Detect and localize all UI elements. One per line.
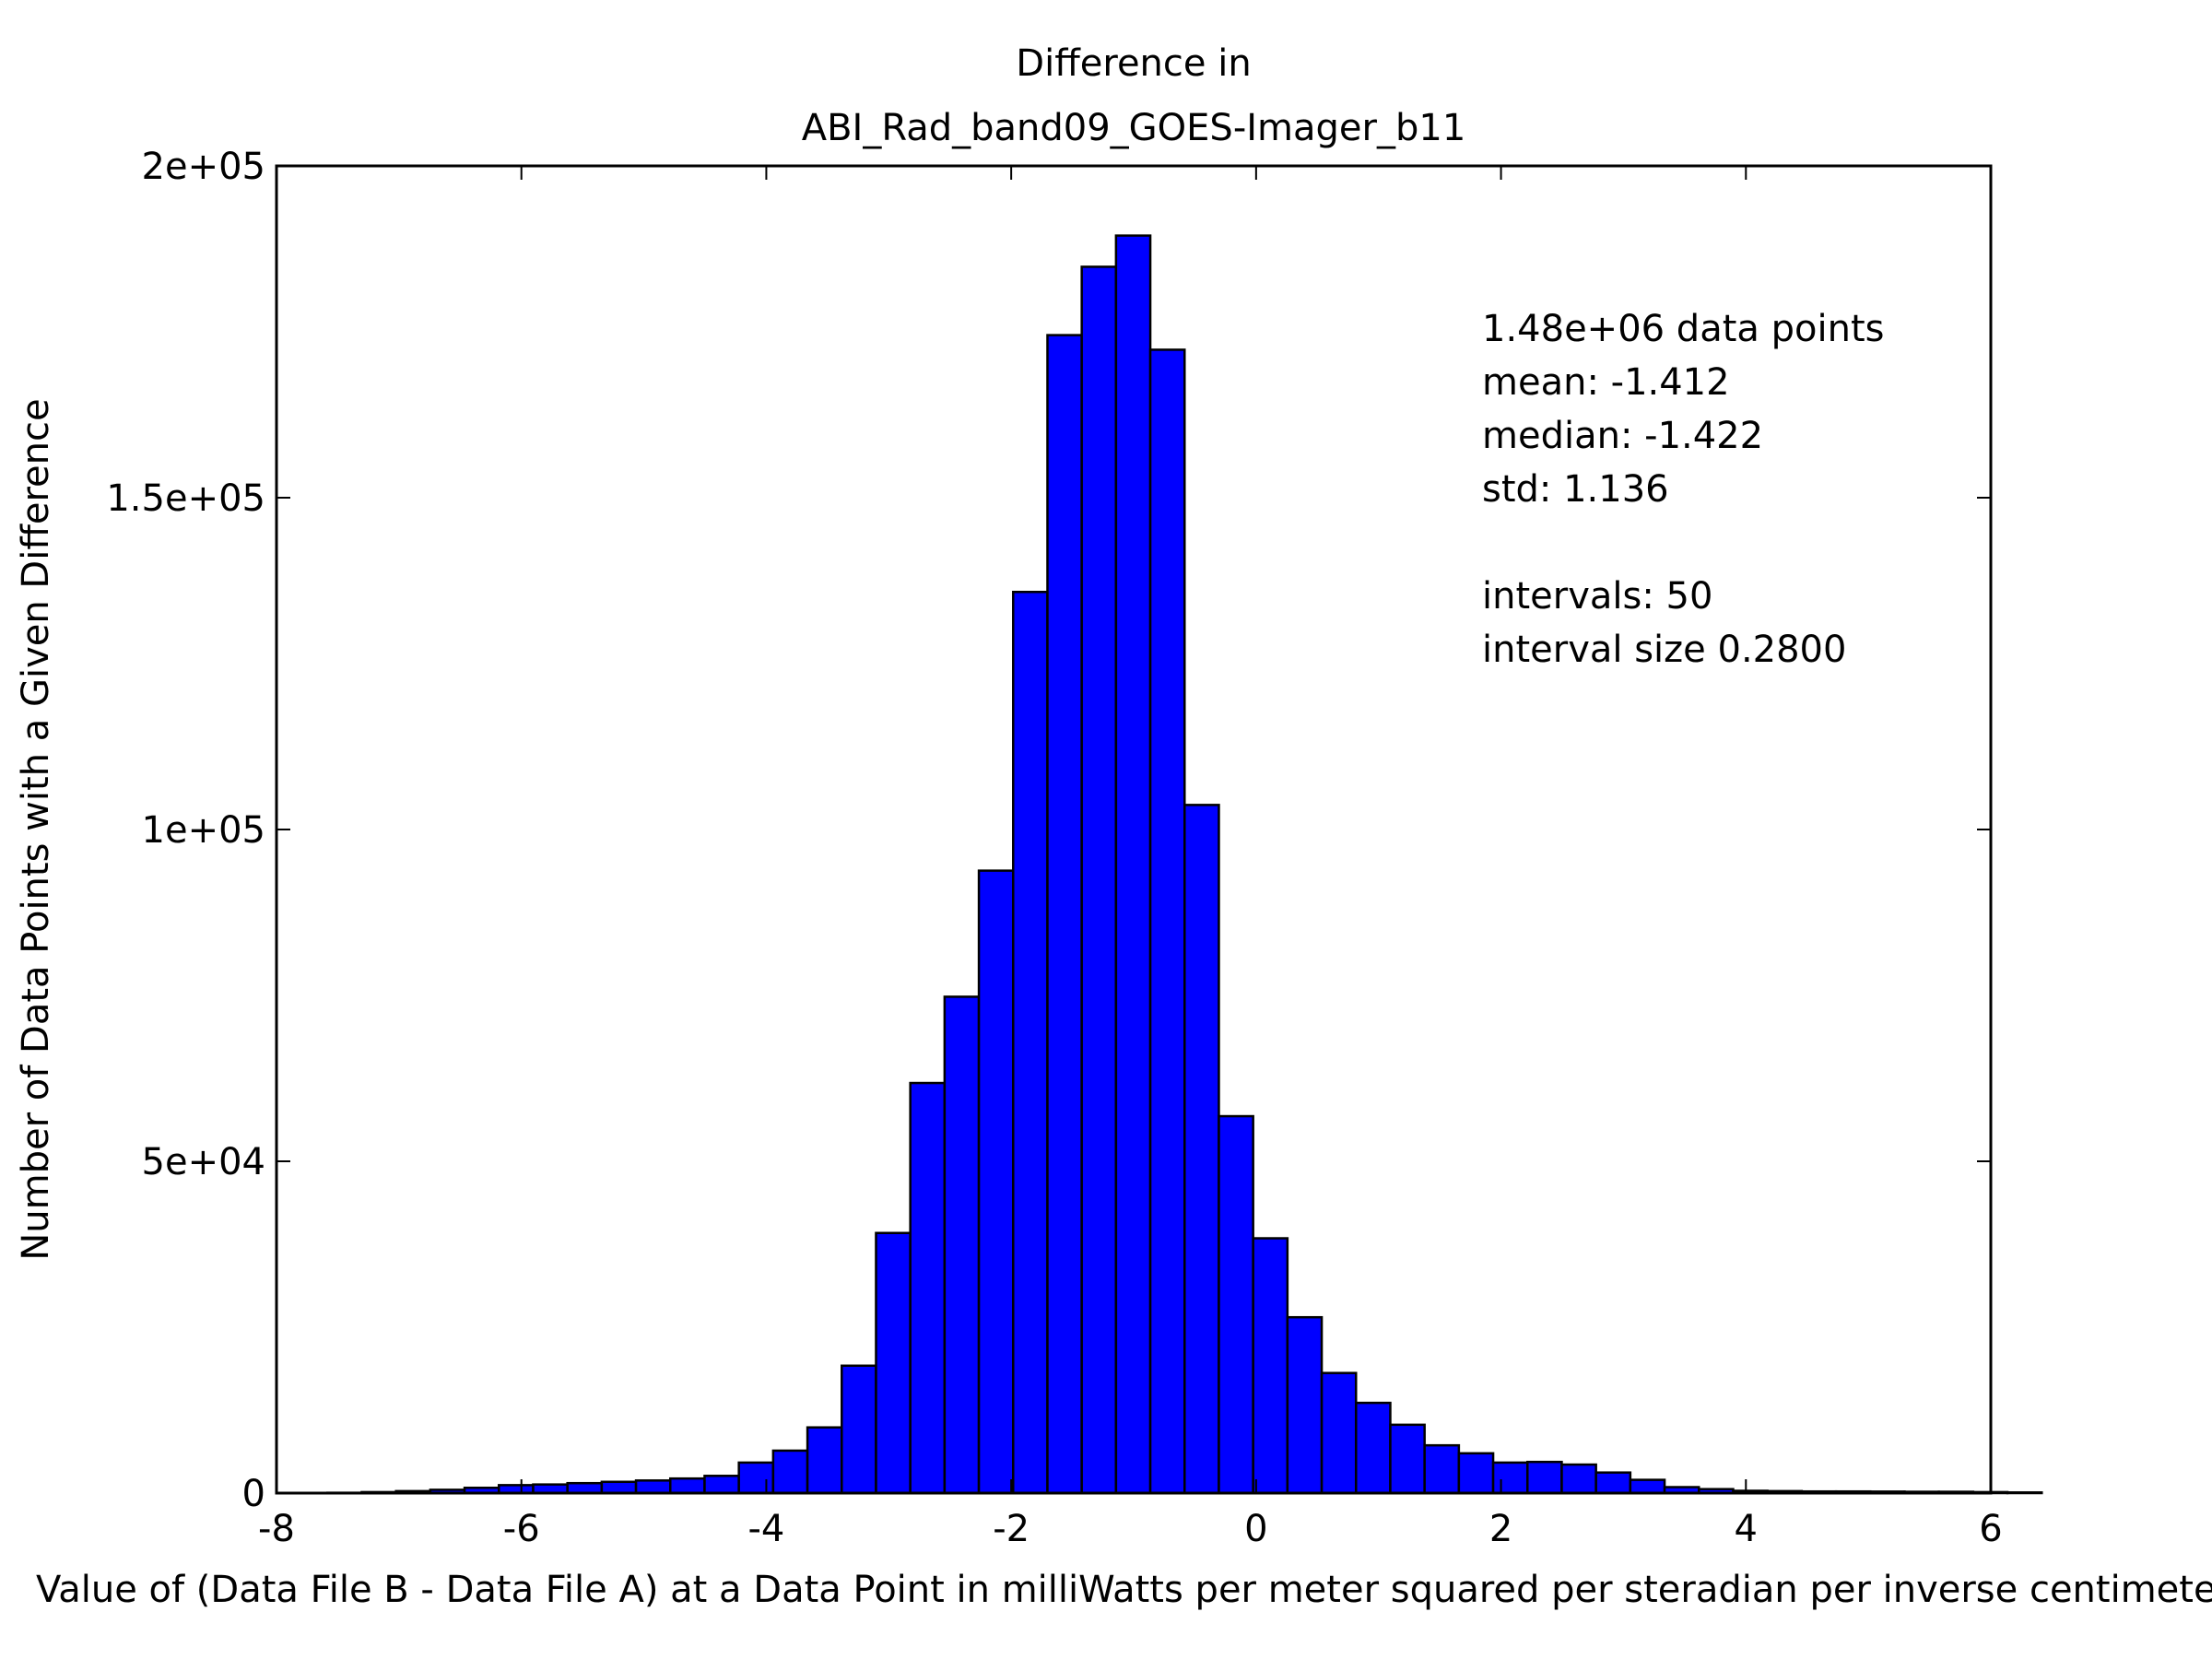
x-tick-label: 2 (1489, 1508, 1512, 1550)
stats-line: intervals: 50 (1482, 575, 1712, 618)
x-tick-label: 0 (1244, 1508, 1267, 1550)
histogram-bar (1320, 1371, 1358, 1495)
x-tick-label: -4 (747, 1508, 784, 1550)
histogram-bar (737, 1461, 775, 1495)
histogram-bar (1389, 1423, 1426, 1495)
x-tick-label: -6 (503, 1508, 540, 1550)
histogram-bar (1218, 1114, 1254, 1495)
y-tick-label: 0 (242, 1473, 265, 1515)
histogram-bar (1183, 804, 1220, 1495)
histogram-bar (2006, 1491, 2043, 1495)
histogram-bar (566, 1481, 604, 1495)
x-tick-label: 6 (1979, 1508, 2002, 1550)
stats-line: std: 1.136 (1482, 468, 1669, 511)
histogram-bar (1423, 1443, 1461, 1495)
histogram-bar (1114, 234, 1152, 1495)
histogram-bar (943, 995, 981, 1495)
histogram-bar (1457, 1452, 1495, 1495)
histogram-bar (1148, 348, 1186, 1495)
histogram-bars (326, 234, 2043, 1495)
histogram-bar (1080, 265, 1118, 1495)
histogram-bar (1046, 334, 1083, 1495)
histogram-bar (1355, 1401, 1392, 1495)
histogram-bar (806, 1426, 843, 1495)
stats-line: interval size 0.2800 (1482, 629, 1846, 671)
stats-annotation: 1.48e+06 data points mean: -1.412 median: … (1482, 308, 1884, 671)
histogram-bar (703, 1475, 740, 1495)
histogram-bar (1012, 590, 1049, 1495)
x-tick-label: -8 (258, 1508, 295, 1550)
y-tick-label: 2e+05 (142, 146, 265, 188)
chart-title-line-2: ABI_Rad_band09_GOES-Imager_b11 (802, 107, 1466, 149)
chart-title-line-1: Difference in (1016, 42, 1251, 85)
histogram-bar (1594, 1471, 1632, 1495)
histogram-bar (1286, 1315, 1324, 1495)
histogram-bar (841, 1364, 877, 1495)
histogram-bar (669, 1477, 706, 1495)
stats-line: mean: -1.412 (1482, 361, 1730, 404)
histogram-bar (977, 869, 1015, 1495)
histogram-bar (634, 1479, 672, 1495)
histogram-bar (1252, 1237, 1289, 1495)
plot-frame (275, 164, 1993, 1495)
histogram-bar (1629, 1478, 1666, 1495)
stats-line: 1.48e+06 data points (1482, 308, 1884, 350)
histogram-bar (1491, 1461, 1529, 1495)
histogram-bar (1560, 1463, 1597, 1495)
x-axis-label: Value of (Data File B - Data File A) at … (36, 1569, 2212, 1611)
y-axis-label: Number of Data Points with a Given Diffe… (15, 398, 57, 1260)
histogram-bar (771, 1449, 809, 1495)
histogram-bar (875, 1231, 912, 1495)
histogram-bar (600, 1480, 638, 1495)
histogram-bar (909, 1081, 947, 1495)
y-tick-label: 1.5e+05 (106, 477, 265, 520)
axis-ticks: -8 -6 -4 -2 0 2 4 6 0 5e+04 1e+05 1.5e+05 2e+05 (106, 146, 2002, 1550)
stats-line: median: -1.422 (1482, 415, 1763, 457)
x-tick-label: 4 (1735, 1508, 1758, 1550)
histogram-bar (1526, 1460, 1563, 1495)
y-tick-label: 1e+05 (142, 809, 265, 852)
y-tick-label: 5e+04 (142, 1141, 265, 1183)
x-tick-label: -2 (993, 1508, 1030, 1550)
